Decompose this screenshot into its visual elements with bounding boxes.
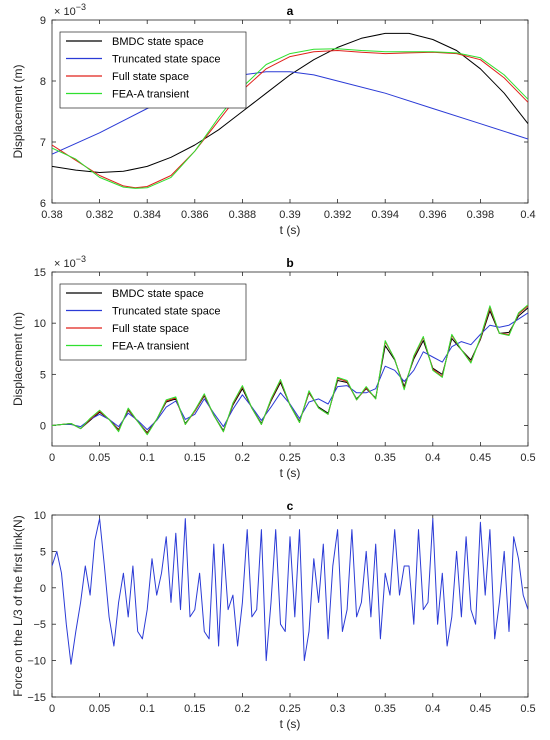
legend-label: Truncated state space [112,54,220,66]
x-tick-label: 0.35 [374,703,395,715]
y-exponent-power: −3 [76,2,86,12]
y-tick-label: 0 [40,583,46,595]
x-axis-label: t (s) [280,223,301,237]
series-line-fea-a-transient [52,304,528,436]
chart-panel-c: 0 0.05 0.1 0.15 0.2 0.25 0.3 0.35 0.4 0.45 0.5 −15 −… [11,499,536,731]
x-tick-label: 0 [49,703,55,715]
series-group [52,518,528,665]
x-tick-label: 0.39 [279,209,300,221]
x-tick-label: 0.5 [520,703,535,715]
legend-label: BMDC state space [112,288,204,300]
x-tick-label: 0.2 [235,452,250,464]
x-tick-label: 0.45 [470,452,491,464]
y-axis-label: Displacement (m) [11,312,25,406]
legend-label: Full state space [112,323,189,335]
y-tick-label: 7 [40,137,46,149]
x-tick-label: 0.2 [235,703,250,715]
series-group [52,32,528,189]
x-axis-label: t (s) [280,717,301,731]
series-line-truncated-state-space [52,71,528,155]
x-tick-label: 0.15 [184,452,205,464]
x-tick-label: 0.392 [324,209,352,221]
series-line-0 [52,518,528,665]
x-tick-label: 0.35 [374,452,395,464]
legend-label: Full state space [112,71,189,83]
x-tick-label: 0.3 [330,703,345,715]
x-tick-label: 0.382 [86,209,114,221]
y-tick-label: −10 [27,656,46,668]
x-tick-label: 0.45 [470,703,491,715]
x-tick-label: 0.4 [425,452,440,464]
x-tick-label: 0.15 [184,703,205,715]
x-tick-label: 0.384 [133,209,161,221]
y-axis-label: Displacement (m) [11,64,25,158]
x-tick-label: 0.4 [520,209,535,221]
series-line-fea-a-transient [52,48,528,189]
y-tick-label: 5 [40,546,46,558]
y-tick-label: 15 [34,267,46,279]
y-tick-label: 0 [40,421,46,433]
y-axis-label: Force on the L/3 of the first link(N) [11,515,25,696]
x-axis-label: t (s) [280,466,301,480]
x-tick-label: 0.25 [279,703,300,715]
y-exponent-label: × 10−3 [54,254,86,270]
y-tick-label: 10 [34,510,46,522]
legend-label: Truncated state space [112,306,220,318]
y-tick-label: 5 [40,369,46,381]
y-tick-label: −15 [27,692,46,704]
x-tick-label: 0.3 [330,452,345,464]
x-tick-label: 0.25 [279,452,300,464]
y-exponent-label: × 10−3 [54,2,86,18]
x-tick-label: 0.398 [467,209,495,221]
legend-box [59,31,247,109]
y-tick-label: 9 [40,15,46,27]
x-tick-label: 0.05 [89,452,110,464]
series-line-full-state-space [52,50,528,189]
chart-title: b [286,256,293,270]
chart-title: a [287,4,294,18]
chart-panels: 0.38 0.382 0.384 0.386 0.388 0.39 0.392 0.394 0.… [11,2,536,731]
y-tick-label: −5 [33,619,46,631]
x-tick-label: 0.05 [89,703,110,715]
x-tick-label: 0.388 [229,209,257,221]
x-tick-label: 0.396 [419,209,447,221]
series-line-bmdc-state-space [52,32,528,173]
series-group [52,304,528,436]
chart-panel-b: 0 0.05 0.1 0.15 0.2 0.25 0.3 0.35 0.4 0.45 0.5 0 5 10… [11,254,536,480]
chart-title: c [287,499,294,513]
y-tick-label: 6 [40,198,46,210]
x-tick-label: 0.394 [371,209,399,221]
y-tick-label: 10 [34,318,46,330]
x-tick-label: 0.386 [181,209,209,221]
x-tick-label: 0 [49,452,55,464]
x-tick-label: 0.1 [140,703,155,715]
y-exponent-power: −3 [76,254,86,264]
legend-label: BMDC state space [112,36,204,48]
x-tick-label: 0.4 [425,703,440,715]
legend-box [59,283,247,361]
x-tick-label: 0.5 [520,452,535,464]
legend-label: FEA-A transient [112,89,189,101]
chart-panel-a: 0.38 0.382 0.384 0.386 0.388 0.39 0.392 0.394 0.… [11,2,536,237]
x-tick-label: 0.1 [140,452,155,464]
x-tick-label: 0.38 [41,209,62,221]
legend-label: FEA-A transient [112,341,189,353]
y-tick-label: 8 [40,76,46,88]
